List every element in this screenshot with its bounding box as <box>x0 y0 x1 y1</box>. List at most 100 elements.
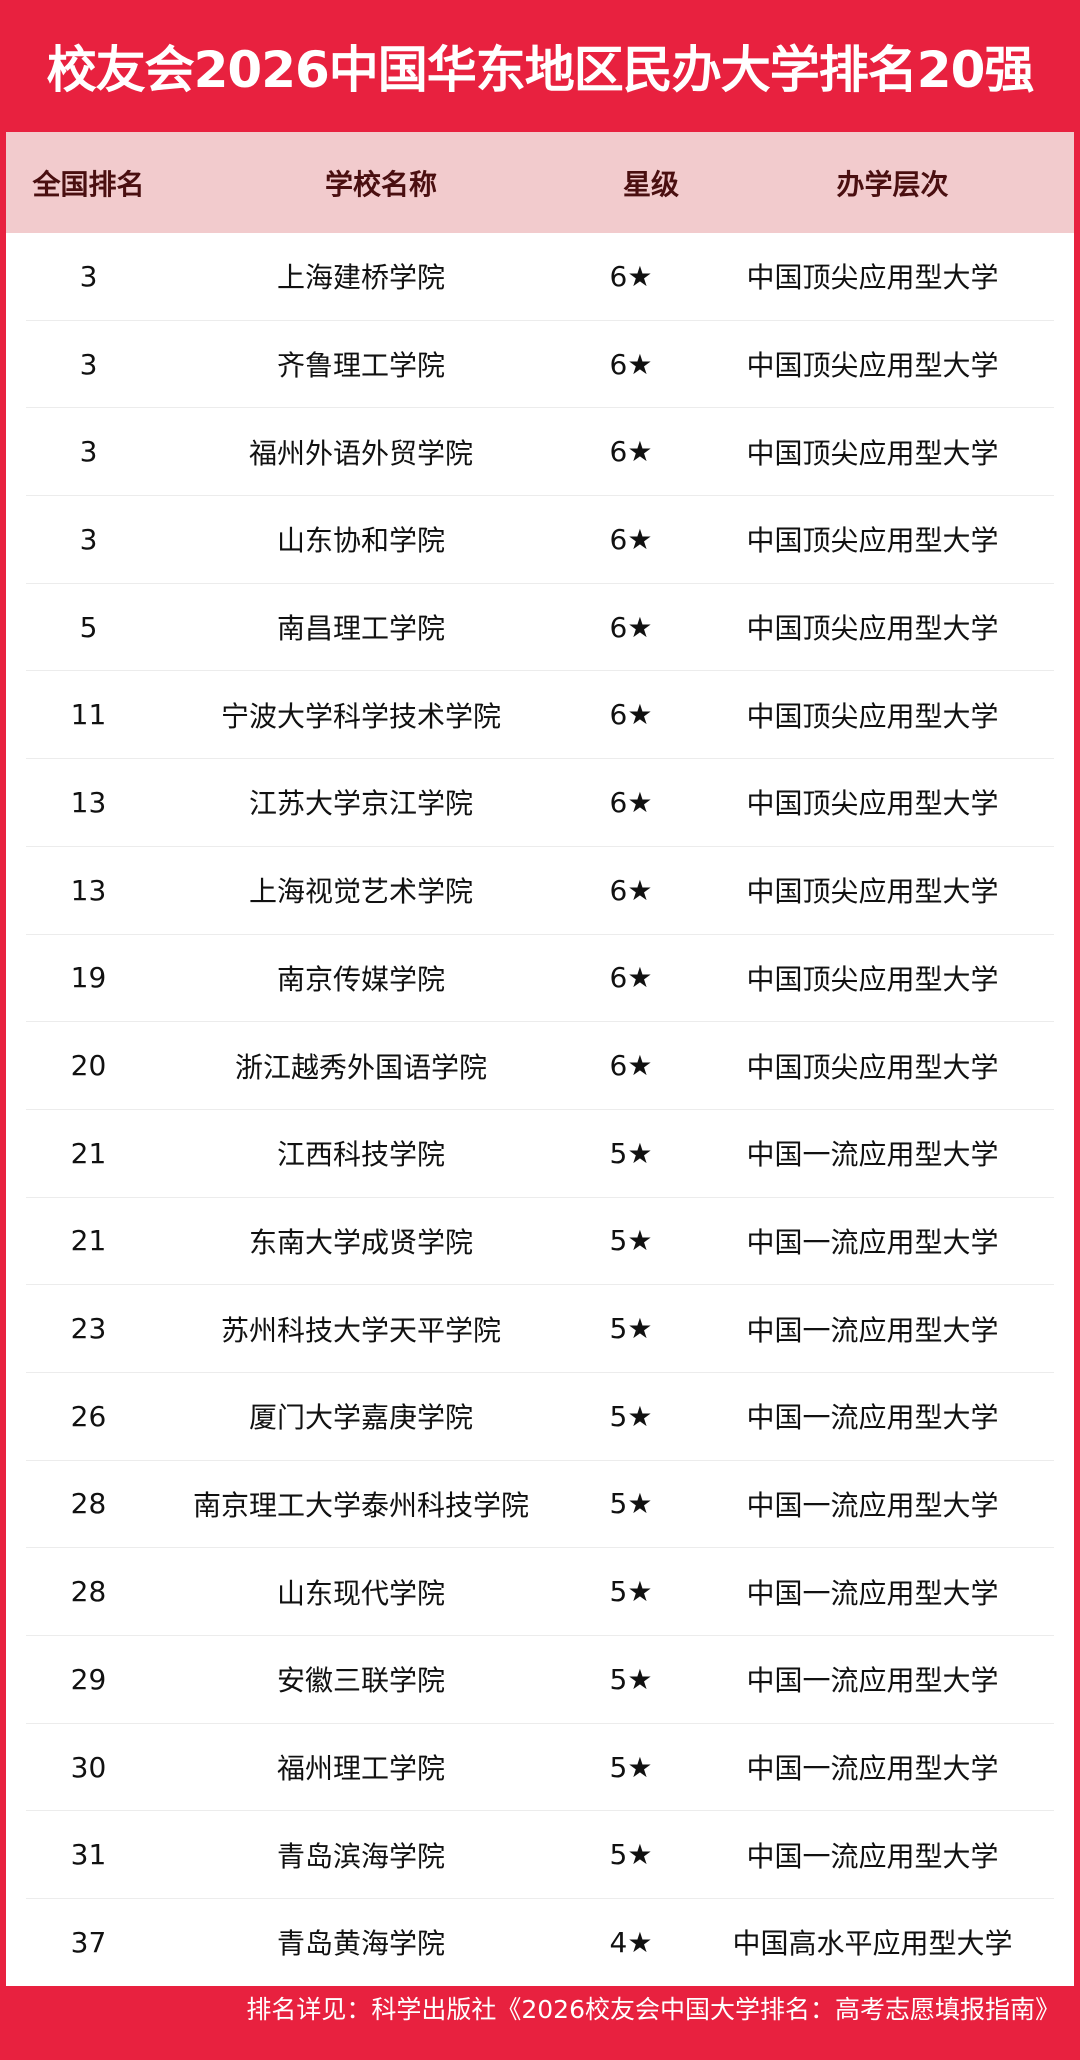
rank-cell: 28 <box>70 1575 107 1609</box>
table-row: 13 江苏大学京江学院 6★ 中国顶尖应用型大学 <box>26 758 1054 846</box>
school-cell: 东南大学成贤学院 <box>248 1225 473 1259</box>
school-cell: 南京理工大学泰州科技学院 <box>192 1488 529 1522</box>
table-row: 3 上海建桥学院 6★ 中国顶尖应用型大学 <box>26 233 1054 320</box>
stars-cell: 5★ <box>609 1399 653 1433</box>
table-row: 29 安徽三联学院 5★ 中国一流应用型大学 <box>26 1635 1054 1723</box>
rank-cell: 29 <box>70 1662 107 1696</box>
stars-cell: 5★ <box>609 1750 653 1784</box>
stars-cell: 4★ <box>609 1925 653 1959</box>
table-row: 11 宁波大学科学技术学院 6★ 中国顶尖应用型大学 <box>26 670 1054 758</box>
header-stars: 星级 <box>622 167 679 201</box>
table-row: 21 江西科技学院 5★ 中国一流应用型大学 <box>26 1108 1054 1197</box>
school-cell: 齐鲁理工学院 <box>276 349 445 383</box>
rank-cell: 28 <box>70 1487 107 1521</box>
level-cell: 中国一流应用型大学 <box>746 1752 999 1786</box>
stars-cell: 5★ <box>609 1575 653 1609</box>
school-cell: 浙江越秀外国语学院 <box>234 1050 487 1084</box>
table-row: 19 南京传媒学院 6★ 中国顶尖应用型大学 <box>26 933 1054 1022</box>
rank-cell: 3 <box>79 522 98 556</box>
school-cell: 厦门大学嘉庚学院 <box>248 1401 473 1435</box>
stars-cell: 6★ <box>609 259 653 293</box>
level-cell: 中国顶尖应用型大学 <box>746 524 999 558</box>
school-cell: 上海视觉艺术学院 <box>248 875 473 909</box>
school-cell: 宁波大学科学技术学院 <box>220 699 501 733</box>
table-row: 37 青岛黄海学院 4★ 中国高水平应用型大学 <box>26 1898 1054 1986</box>
school-cell: 福州外语外贸学院 <box>248 436 473 470</box>
school-cell: 江西科技学院 <box>276 1138 445 1172</box>
school-cell: 山东协和学院 <box>276 524 445 558</box>
source-note: 排名详见：科学出版社《2026校友会中国大学排名：高考志愿填报指南》 <box>246 1995 1060 2024</box>
page-title: 校友会2026中国华东地区民办大学排名20强 <box>46 41 1035 99</box>
level-cell: 中国顶尖应用型大学 <box>746 349 999 383</box>
rank-cell: 13 <box>70 785 107 819</box>
school-cell: 南京传媒学院 <box>276 962 445 996</box>
stars-cell: 6★ <box>609 785 653 819</box>
level-cell: 中国顶尖应用型大学 <box>746 436 999 470</box>
stars-cell: 6★ <box>609 961 653 995</box>
school-cell: 上海建桥学院 <box>276 261 445 295</box>
rank-cell: 30 <box>70 1750 107 1784</box>
level-cell: 中国一流应用型大学 <box>746 1225 999 1259</box>
school-cell: 青岛滨海学院 <box>276 1839 445 1873</box>
stars-cell: 6★ <box>609 1049 653 1083</box>
rank-cell: 23 <box>70 1312 107 1346</box>
rank-cell: 20 <box>70 1049 107 1083</box>
table-row: 3 福州外语外贸学院 6★ 中国顶尖应用型大学 <box>26 407 1054 495</box>
level-cell: 中国高水平应用型大学 <box>732 1927 1013 1961</box>
stars-cell: 6★ <box>609 873 653 907</box>
level-cell: 中国顶尖应用型大学 <box>746 612 999 646</box>
stars-cell: 6★ <box>609 610 653 644</box>
rank-cell: 13 <box>70 873 107 907</box>
level-cell: 中国顶尖应用型大学 <box>746 787 999 821</box>
stars-cell: 5★ <box>609 1136 653 1170</box>
level-cell: 中国一流应用型大学 <box>746 1138 999 1172</box>
level-cell: 中国顶尖应用型大学 <box>746 875 999 909</box>
table-row: 3 齐鲁理工学院 6★ 中国顶尖应用型大学 <box>26 319 1054 408</box>
rank-cell: 31 <box>70 1838 107 1872</box>
table-row: 30 福州理工学院 5★ 中国一流应用型大学 <box>26 1722 1054 1811</box>
rank-cell: 3 <box>79 259 98 293</box>
school-cell: 苏州科技大学天平学院 <box>220 1313 501 1347</box>
rank-cell: 5 <box>79 610 98 644</box>
rank-cell: 11 <box>70 698 107 732</box>
table-row: 26 厦门大学嘉庚学院 5★ 中国一流应用型大学 <box>26 1371 1054 1460</box>
stars-cell: 5★ <box>609 1662 653 1696</box>
table-row: 3 山东协和学院 6★ 中国顶尖应用型大学 <box>26 495 1054 583</box>
level-cell: 中国一流应用型大学 <box>746 1313 999 1347</box>
level-cell: 中国一流应用型大学 <box>746 1488 999 1522</box>
table-body: 3 上海建桥学院 6★ 中国顶尖应用型大学 3 齐鲁理工学院 6★ 中国顶尖应用型大学 3 福州外… <box>6 233 1074 1986</box>
header-rank: 全国排名 <box>32 167 145 201</box>
header-school: 学校名称 <box>324 167 437 201</box>
table-row: 28 山东现代学院 5★ 中国一流应用型大学 <box>26 1547 1054 1635</box>
level-cell: 中国顶尖应用型大学 <box>746 261 999 295</box>
table-row: 31 青岛滨海学院 5★ 中国一流应用型大学 <box>26 1810 1054 1898</box>
level-cell: 中国一流应用型大学 <box>746 1401 999 1435</box>
school-cell: 福州理工学院 <box>276 1752 445 1786</box>
ranking-table: 全国排名 学校名称 星级 办学层次 3 上海建桥学院 6★ 中国顶尖应用型大学 3 齐鲁理… <box>6 132 1074 1986</box>
school-cell: 青岛黄海学院 <box>276 1927 445 1961</box>
stars-cell: 6★ <box>609 347 653 381</box>
stars-cell: 5★ <box>609 1224 653 1258</box>
rank-cell: 21 <box>70 1224 107 1258</box>
table-row: 21 东南大学成贤学院 5★ 中国一流应用型大学 <box>26 1196 1054 1285</box>
level-cell: 中国一流应用型大学 <box>746 1664 999 1698</box>
stars-cell: 6★ <box>609 698 653 732</box>
school-cell: 江苏大学京江学院 <box>248 787 473 821</box>
table-row: 5 南昌理工学院 6★ 中国顶尖应用型大学 <box>26 582 1054 671</box>
table-row: 20 浙江越秀外国语学院 6★ 中国顶尖应用型大学 <box>26 1021 1054 1109</box>
level-cell: 中国顶尖应用型大学 <box>746 962 999 996</box>
table-row: 13 上海视觉艺术学院 6★ 中国顶尖应用型大学 <box>26 845 1054 934</box>
stars-cell: 5★ <box>609 1312 653 1346</box>
level-cell: 中国一流应用型大学 <box>746 1839 999 1873</box>
table-row: 28 南京理工大学泰州科技学院 5★ 中国一流应用型大学 <box>26 1459 1054 1548</box>
rank-cell: 3 <box>79 435 98 469</box>
stars-cell: 6★ <box>609 522 653 556</box>
stars-cell: 6★ <box>609 435 653 469</box>
rank-cell: 21 <box>70 1136 107 1170</box>
stars-cell: 5★ <box>609 1487 653 1521</box>
table-header: 全国排名 学校名称 星级 办学层次 <box>6 132 1074 233</box>
school-cell: 南昌理工学院 <box>276 612 445 646</box>
rank-cell: 37 <box>70 1925 107 1959</box>
school-cell: 山东现代学院 <box>276 1576 445 1610</box>
level-cell: 中国顶尖应用型大学 <box>746 699 999 733</box>
